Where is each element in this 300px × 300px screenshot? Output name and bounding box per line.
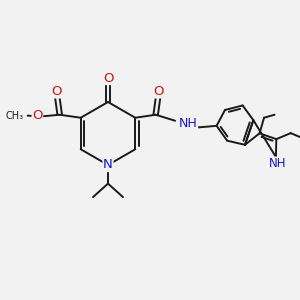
Text: O: O bbox=[32, 109, 43, 122]
Text: O: O bbox=[52, 85, 62, 98]
Text: O: O bbox=[153, 85, 164, 98]
Text: NH: NH bbox=[179, 117, 197, 130]
Text: O: O bbox=[103, 71, 113, 85]
Text: N: N bbox=[103, 158, 113, 172]
Text: CH₃: CH₃ bbox=[6, 111, 24, 121]
Text: NH: NH bbox=[269, 157, 286, 170]
